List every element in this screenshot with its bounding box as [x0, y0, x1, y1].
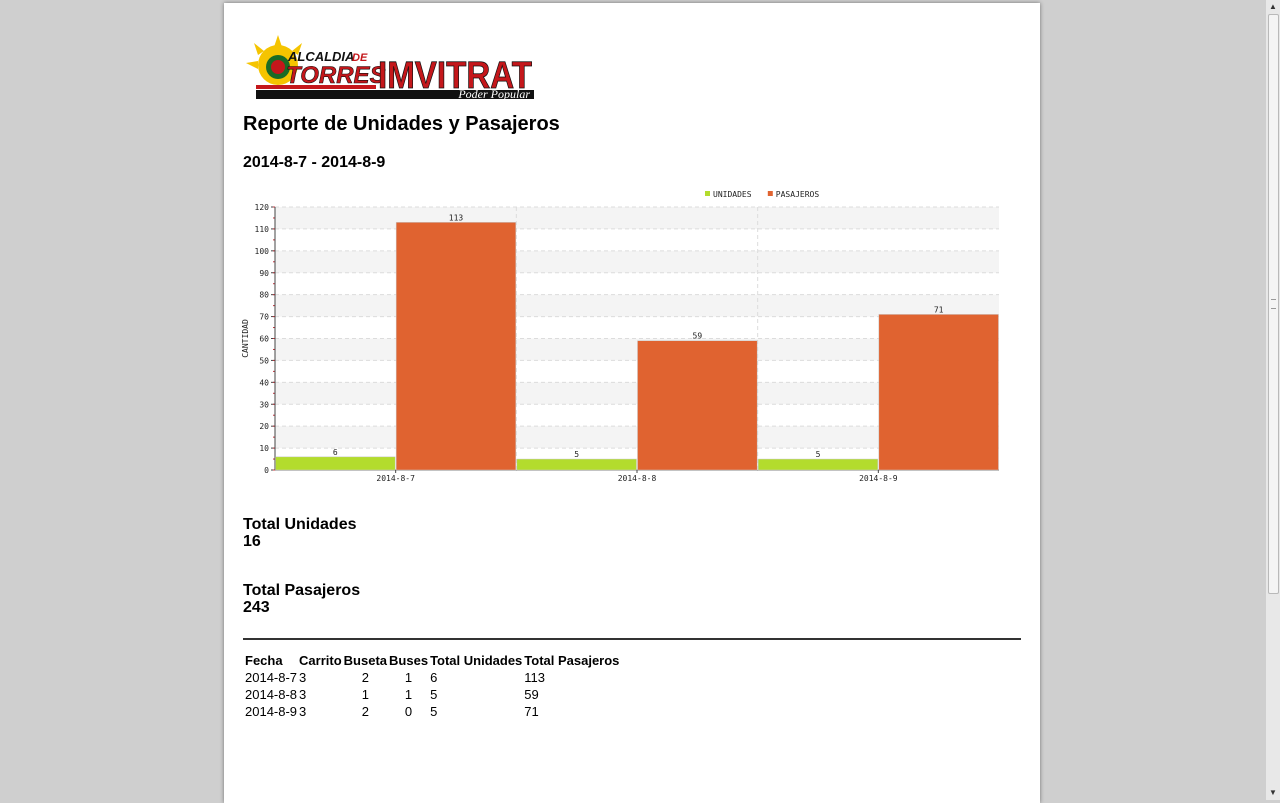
total-pasajeros: Total Pasajeros 243 [243, 582, 360, 616]
legend-label-unidades: UNIDADES [713, 190, 752, 199]
logo-torres: TORRES [286, 62, 386, 89]
y-tick-label: 110 [255, 225, 270, 234]
cell-buseta: 2 [361, 670, 369, 685]
total-unidades-value: 16 [243, 533, 261, 550]
header-total-pasajeros: Total Pasajeros [524, 653, 620, 668]
cell-buseta: 2 [361, 704, 369, 719]
cell-total-unidades: 6 [430, 670, 438, 685]
logo-alcaldia: ALCALDIA [287, 49, 354, 64]
scroll-down-icon[interactable]: ▼ [1269, 788, 1277, 797]
plot-band [275, 207, 999, 229]
bar-data-label: 71 [934, 305, 944, 314]
cell-buseta: 1 [361, 687, 369, 702]
bar-data-label: 5 [574, 450, 579, 459]
cell-total-unidades: 5 [430, 687, 438, 702]
bar-data-label: 59 [693, 332, 703, 341]
x-tick-label: 2014-8-9 [859, 474, 898, 483]
header-carrito: Carrito [299, 653, 342, 668]
cell-total-pasajeros: 59 [524, 687, 539, 702]
cell-fecha: 2014-8-7 [245, 670, 298, 685]
cell-buses: 1 [404, 670, 413, 685]
y-axis-label: CANTIDAD [241, 319, 250, 358]
y-tick-label: 120 [255, 203, 270, 212]
cell-carrito: 3 [299, 687, 307, 702]
bar-pasajeros [878, 314, 999, 471]
logo-band [256, 90, 534, 99]
y-tick-label: 10 [259, 444, 269, 453]
units-passengers-bar-chart: 0 10 20 30 40 50 60 70 80 90 100 110 120 CANTIDAD 6 113… [241, 190, 999, 483]
y-tick-label: 60 [259, 335, 269, 344]
table-row: 2014-8-8 3 1 1 5 59 [245, 687, 619, 702]
cell-total-pasajeros: 71 [524, 704, 539, 719]
bar-unidades [275, 456, 396, 471]
legend-label-pasajeros: PASAJEROS [776, 190, 820, 199]
cell-carrito: 3 [299, 670, 307, 685]
scroll-up-icon[interactable]: ▲ [1269, 2, 1277, 11]
y-tick-label: 100 [255, 247, 270, 256]
y-tick-label: 80 [259, 291, 269, 300]
y-tick-label: 0 [264, 466, 269, 475]
total-pasajeros-value: 243 [243, 599, 270, 616]
total-pasajeros-label: Total Pasajeros [243, 582, 361, 599]
report-date-range: 2014-8-7 - 2014-8-9 [243, 154, 386, 171]
total-unidades-label: Total Unidades [243, 516, 357, 533]
y-tick-label: 70 [259, 313, 269, 322]
report-page: ALCALDIA DE TORRES IMVITRAT Poder Popula… [224, 3, 1040, 803]
y-tick-label: 30 [259, 400, 269, 409]
bar-data-label: 113 [449, 213, 464, 222]
bar-unidades [516, 458, 637, 471]
sun-icon [246, 35, 302, 85]
cell-fecha: 2014-8-9 [245, 704, 298, 719]
x-tick-label: 2014-8-7 [376, 474, 415, 483]
total-unidades: Total Unidades 16 [243, 516, 357, 550]
header-total-unidades: Total Unidades [430, 653, 523, 668]
bar-pasajeros [637, 340, 758, 471]
header-buses: Buses [389, 653, 429, 668]
cell-buses: 0 [404, 704, 413, 719]
bar-data-label: 6 [333, 448, 338, 457]
y-tick-label: 90 [259, 269, 269, 278]
legend-swatch-pasajeros [767, 191, 773, 196]
x-tick-label: 2014-8-8 [618, 474, 657, 483]
cell-carrito: 3 [299, 704, 307, 719]
alcaldia-imvitrat-logo: ALCALDIA DE TORRES IMVITRAT Poder Popula… [246, 35, 534, 101]
logo-tagline: Poder Popular [457, 87, 530, 101]
y-tick-label: 40 [259, 378, 269, 387]
cell-fecha: 2014-8-8 [245, 687, 298, 702]
plot-band [275, 250, 999, 273]
logo-de: DE [352, 52, 368, 64]
cell-total-unidades: 5 [430, 704, 438, 719]
table-row: 2014-8-7 3 2 1 6 113 [245, 670, 619, 685]
cell-total-pasajeros: 113 [524, 670, 546, 685]
header-fecha: Fecha [245, 653, 283, 668]
y-tick-label: 20 [259, 422, 269, 431]
table-row: 2014-8-9 3 2 0 5 71 [245, 704, 619, 719]
bar-unidades [757, 458, 879, 471]
table-header-row: Fecha Carrito Buseta Buses Total Unidade… [245, 653, 619, 668]
bar-pasajeros [395, 222, 517, 471]
bar-data-label: 5 [816, 450, 821, 459]
legend-swatch-unidades [705, 191, 710, 196]
y-tick-label: 50 [259, 356, 269, 365]
scrollbar-thumb[interactable] [1268, 14, 1279, 594]
scrollbar-grip-icon [1271, 299, 1276, 309]
report-table: Fecha Carrito Buseta Buses Total Unidade… [243, 651, 621, 721]
header-buseta: Buseta [343, 653, 388, 668]
plot-band [275, 294, 999, 317]
report-title: Reporte de Unidades y Pasajeros [243, 113, 560, 135]
section-divider [243, 638, 1021, 640]
cell-buses: 1 [404, 687, 413, 702]
vertical-scrollbar[interactable]: ▲ ▼ [1265, 0, 1280, 800]
